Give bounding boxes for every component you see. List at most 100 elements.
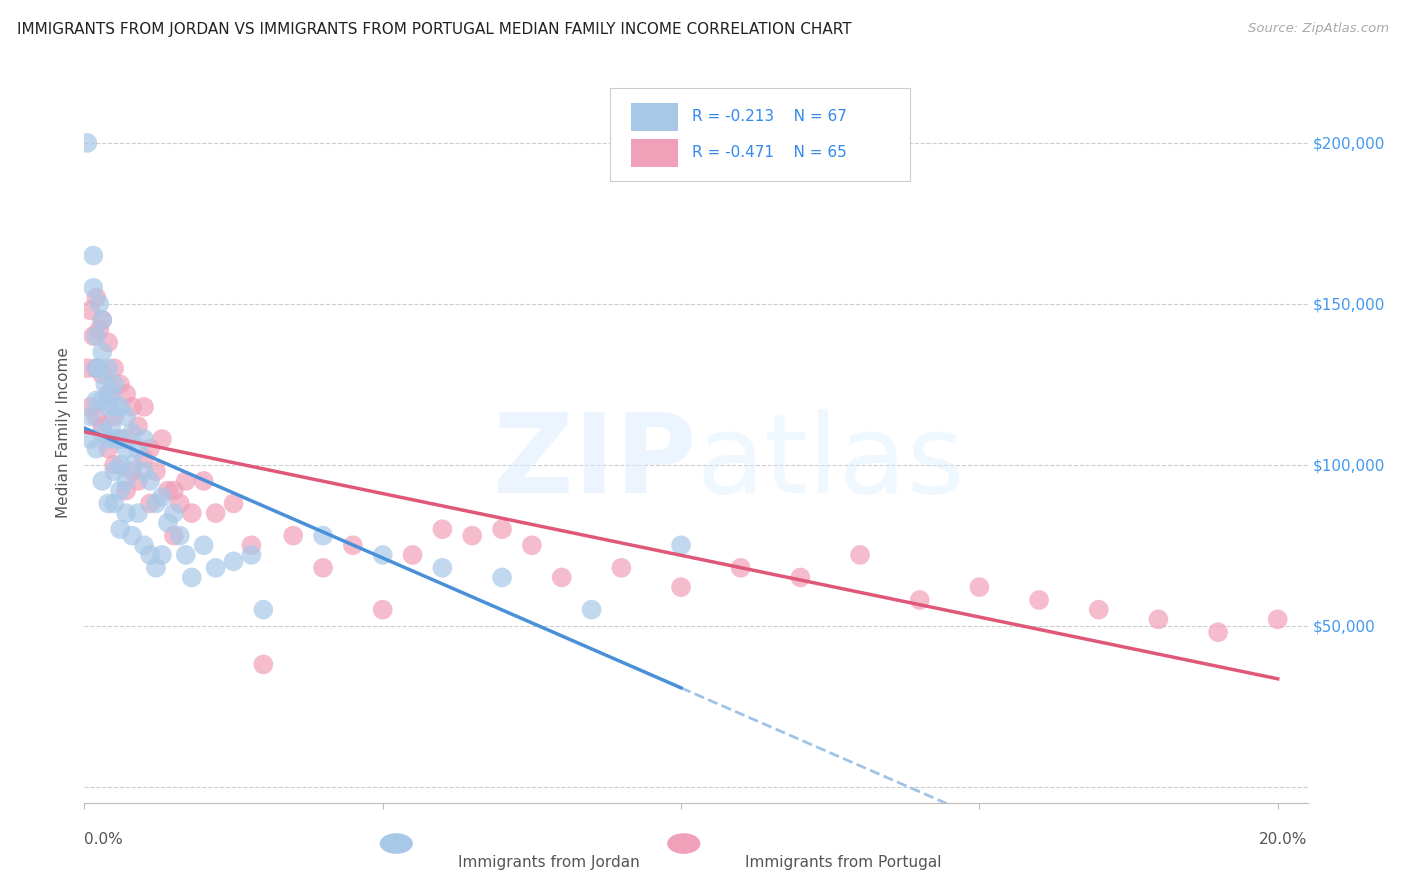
Point (669, 538, 692, 552)
Point (91, 419, 114, 434)
Point (145, 561, 167, 575)
Point (97, 442, 120, 456)
Text: Immigrants from Portugal: Immigrants from Portugal (745, 855, 941, 870)
Point (240, 548, 263, 562)
Y-axis label: Median Family Income: Median Family Income (56, 347, 72, 518)
Point (115, 409, 138, 424)
Text: Immigrants from Jordan: Immigrants from Jordan (458, 855, 640, 870)
Point (91, 313, 114, 327)
Point (789, 570, 811, 584)
Point (91, 313, 114, 327)
Point (97, 335, 120, 350)
Point (115, 506, 138, 520)
Point (1147, 612, 1170, 626)
Text: 0.0%: 0.0% (84, 832, 124, 847)
Point (115, 387, 138, 401)
Point (97, 400, 120, 414)
Text: ZIP: ZIP (492, 409, 696, 516)
Point (139, 548, 162, 562)
Point (283, 528, 305, 542)
Point (132, 538, 155, 552)
Point (97, 432, 120, 446)
Point (127, 474, 149, 488)
Text: 20.0%: 20.0% (1260, 832, 1308, 847)
Point (139, 496, 162, 510)
Point (139, 474, 162, 488)
Point (91, 474, 114, 488)
Point (169, 528, 191, 542)
Point (89, 323, 111, 337)
Point (163, 483, 186, 498)
Point (91, 345, 114, 359)
Point (156, 516, 179, 530)
Point (84, 361, 107, 376)
Point (150, 490, 173, 504)
Point (520, 538, 543, 552)
Point (150, 432, 173, 446)
Point (103, 361, 125, 376)
Point (84, 409, 107, 424)
Point (115, 442, 138, 456)
Point (76, 361, 98, 376)
Text: R = -0.471    N = 65: R = -0.471 N = 65 (692, 145, 846, 160)
FancyBboxPatch shape (610, 88, 910, 181)
Point (89, 361, 111, 376)
Point (100, 387, 122, 401)
Point (163, 506, 186, 520)
Point (82, 329, 104, 343)
Point (174, 548, 197, 562)
Point (132, 432, 155, 446)
Point (84, 290, 107, 304)
Point (371, 548, 394, 562)
Point (180, 506, 202, 520)
Point (174, 474, 197, 488)
Point (1087, 602, 1109, 616)
Point (84, 361, 107, 376)
Point (193, 538, 215, 552)
Point (108, 483, 131, 498)
Point (108, 432, 131, 446)
Point (252, 657, 274, 672)
Bar (631, 138, 678, 167)
Point (121, 464, 143, 478)
Point (145, 464, 167, 478)
Point (82, 249, 104, 263)
Point (145, 496, 167, 510)
Point (79, 303, 101, 318)
Point (222, 554, 245, 568)
Point (371, 602, 394, 616)
Point (84, 442, 107, 456)
Point (108, 377, 131, 392)
Point (222, 496, 245, 510)
Point (969, 580, 991, 594)
Point (79, 409, 101, 424)
Point (127, 506, 149, 520)
Point (84, 329, 107, 343)
Point (461, 528, 484, 542)
Point (1028, 593, 1050, 607)
Point (132, 464, 155, 478)
Point (121, 400, 143, 414)
Point (551, 570, 574, 584)
Point (108, 458, 131, 472)
Point (180, 570, 202, 584)
Circle shape (381, 834, 412, 853)
Point (115, 474, 138, 488)
Point (132, 451, 155, 466)
Point (103, 409, 125, 424)
Point (127, 442, 149, 456)
Point (150, 548, 173, 562)
Text: IMMIGRANTS FROM JORDAN VS IMMIGRANTS FROM PORTUGAL MEDIAN FAMILY INCOME CORRELAT: IMMIGRANTS FROM JORDAN VS IMMIGRANTS FRO… (17, 22, 852, 37)
Point (108, 432, 131, 446)
Point (204, 561, 226, 575)
Point (240, 538, 263, 552)
Point (1206, 625, 1229, 640)
Point (491, 570, 513, 584)
Point (121, 458, 143, 472)
Point (252, 602, 274, 616)
Point (103, 377, 125, 392)
Point (103, 432, 125, 446)
Point (730, 561, 752, 575)
Point (491, 522, 513, 536)
Point (103, 400, 125, 414)
